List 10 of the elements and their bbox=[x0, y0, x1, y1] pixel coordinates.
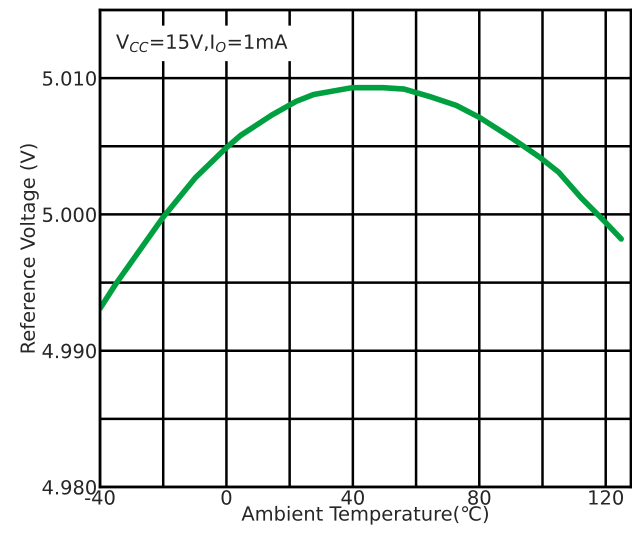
y-axis-title: Reference Voltage (V) bbox=[20, 144, 39, 352]
x-tick-label: 0 bbox=[222, 490, 232, 505]
y-tick-label: 5.010 bbox=[43, 71, 96, 86]
x-axis-title: Ambient Temperature(℃) bbox=[242, 506, 488, 525]
x-tick-label: 40 bbox=[341, 490, 364, 505]
annotation: V$_{CC}$=15V,I$_{O}$=1mA bbox=[116, 34, 288, 52]
x-tick-label: 120 bbox=[589, 490, 623, 505]
y-tick-label: 4.990 bbox=[42, 344, 96, 358]
y-tick-label: 5.000 bbox=[43, 207, 96, 222]
x-tick-label: 80 bbox=[468, 490, 490, 505]
